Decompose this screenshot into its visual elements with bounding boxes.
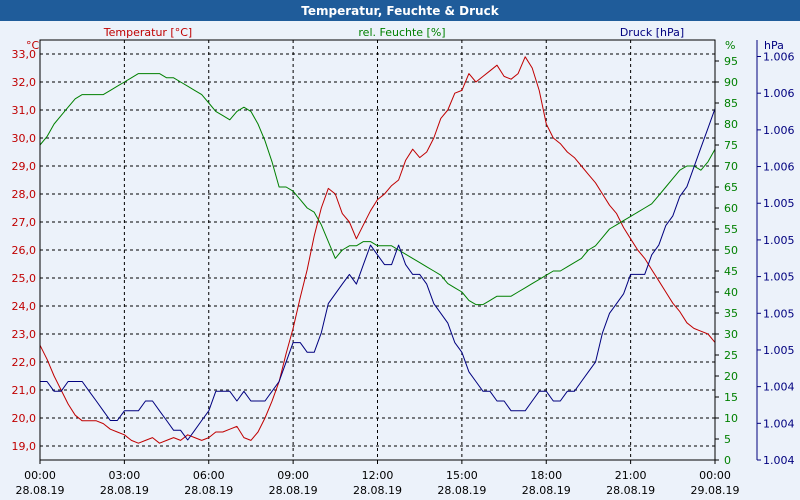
time-tick-label: 18:00	[530, 469, 562, 482]
humidity-axis-label: rel. Feuchte [%]	[358, 26, 445, 39]
time-tick-label: 12:00	[362, 469, 394, 482]
humidity-tick-label: 80	[724, 118, 738, 131]
humidity-tick-label: 95	[724, 55, 738, 68]
date-tick-label: 28.08.19	[606, 484, 655, 497]
time-tick-label: 15:00	[446, 469, 478, 482]
time-tick-label: 00:00	[24, 469, 56, 482]
temperature-axis: 19,0 20,0 21,0 22,0 23,0 24,0 25,0 26,0 27,0 28,0…	[12, 48, 37, 453]
pressure-tick-label: 1.006	[763, 161, 795, 174]
temperature-line	[39, 56, 716, 444]
pressure-unit-label: hPa	[764, 39, 784, 52]
time-axis: 00:00 28.08.19 03:00 28.08.19 06:00 28.08.19 0…	[16, 460, 740, 497]
pressure-tick-label: 1.005	[763, 197, 795, 210]
pressure-tick-label: 1.005	[763, 344, 795, 357]
humidity-tick-label: 50	[724, 244, 738, 257]
pressure-tick-label: 1.004	[763, 454, 795, 467]
time-tick-label: 06:00	[193, 469, 225, 482]
humidity-tick-label: 45	[724, 265, 738, 278]
humidity-tick-label: 30	[724, 328, 738, 341]
temperature-tick-label: 32,0	[12, 76, 37, 89]
date-tick-label: 28.08.19	[100, 484, 149, 497]
pressure-tick-label: 1.005	[763, 307, 795, 320]
pressure-tick-label: 1.006	[763, 51, 795, 64]
temperature-tick-label: 33,0	[12, 48, 37, 61]
temperature-tick-label: 30,0	[12, 132, 37, 145]
temperature-tick-label: 29,0	[12, 160, 37, 173]
pressure-axis: 1.004 1.004 1.004 1.005 1.005 1.005 1.005 1.005…	[756, 40, 795, 467]
temperature-tick-label: 21,0	[12, 384, 37, 397]
pressure-line	[40, 108, 716, 441]
date-tick-label: 28.08.19	[437, 484, 486, 497]
pressure-tick-label: 1.005	[763, 271, 795, 284]
pressure-tick-label: 1.006	[763, 87, 795, 100]
date-tick-label: 28.08.19	[16, 484, 65, 497]
humidity-tick-label: 25	[724, 349, 738, 362]
grid	[40, 40, 715, 460]
humidity-tick-label: 70	[724, 160, 738, 173]
humidity-tick-label: 5	[724, 433, 731, 446]
humidity-tick-label: 55	[724, 223, 738, 236]
temperature-tick-label: 22,0	[12, 356, 37, 369]
humidity-tick-label: 0	[724, 454, 731, 467]
temperature-tick-label: 19,0	[12, 440, 37, 453]
pressure-tick-label: 1.004	[763, 417, 795, 430]
temperature-tick-label: 31,0	[12, 104, 37, 117]
title-bar	[0, 0, 800, 21]
date-tick-label: 28.08.19	[269, 484, 318, 497]
temperature-tick-label: 27,0	[12, 216, 37, 229]
time-tick-label: 00:00	[699, 469, 731, 482]
humidity-tick-label: 40	[724, 286, 738, 299]
time-tick-label: 09:00	[277, 469, 309, 482]
humidity-tick-label: 90	[724, 76, 738, 89]
temperature-tick-label: 28,0	[12, 188, 37, 201]
humidity-tick-label: 75	[724, 139, 738, 152]
temperature-tick-label: 24,0	[12, 300, 37, 313]
date-tick-label: 28.08.19	[522, 484, 571, 497]
humidity-line	[39, 73, 716, 306]
date-tick-label: 28.08.19	[353, 484, 402, 497]
humidity-tick-label: 60	[724, 202, 738, 215]
temperature-tick-label: 26,0	[12, 244, 37, 257]
humidity-tick-label: 15	[724, 391, 738, 404]
plot-border	[39, 39, 716, 461]
temperature-tick-label: 23,0	[12, 328, 37, 341]
time-tick-label: 03:00	[109, 469, 141, 482]
temperature-tick-label: 20,0	[12, 412, 37, 425]
pressure-tick-label: 1.005	[763, 234, 795, 247]
series-lines	[39, 56, 716, 444]
time-tick-label: 21:00	[615, 469, 647, 482]
chart-title: Temperatur, Feuchte & Druck	[301, 4, 499, 18]
humidity-tick-label: 20	[724, 370, 738, 383]
date-tick-label: 28.08.19	[184, 484, 233, 497]
temperature-tick-label: 25,0	[12, 272, 37, 285]
humidity-unit-label: %	[725, 39, 735, 52]
pressure-tick-label: 1.004	[763, 381, 795, 394]
humidity-tick-label: 10	[724, 412, 738, 425]
date-tick-label: 29.08.19	[691, 484, 740, 497]
pressure-tick-label: 1.006	[763, 124, 795, 137]
humidity-tick-label: 65	[724, 181, 738, 194]
temperature-axis-label: Temperatur [°C]	[103, 26, 192, 39]
humidity-axis: 0 5 10 15 20 25 30 35 40 45 50 55 60 65 70 75 80 85 90 95	[715, 55, 738, 467]
temperature-unit-label: °C	[26, 39, 40, 52]
humidity-tick-label: 85	[724, 97, 738, 110]
humidity-tick-label: 35	[724, 307, 738, 320]
pressure-axis-label: Druck [hPa]	[620, 26, 684, 39]
